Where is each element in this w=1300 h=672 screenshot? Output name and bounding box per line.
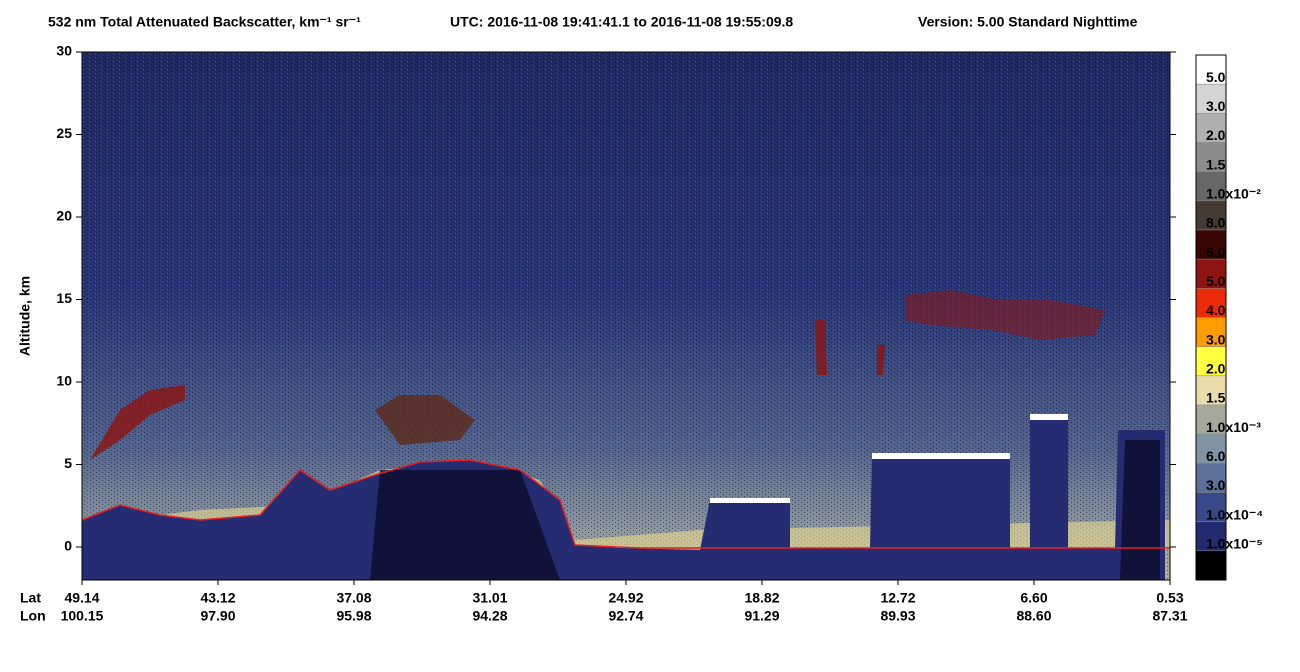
- lat-label: 6.60: [1020, 590, 1047, 606]
- axes: 0 5 10 15 20 25 30 Lat Lon 49.14 100.15 43.12 97.90 3…: [20, 43, 1188, 624]
- colorbar-label: 5.0: [1206, 273, 1226, 289]
- lon-label: 88.60: [1016, 608, 1051, 624]
- lon-label: 97.90: [200, 608, 235, 624]
- colorbar-label: 3.0: [1206, 331, 1226, 347]
- lat-label: 31.01: [472, 590, 507, 606]
- colorbar-label: 5.0: [1206, 69, 1226, 85]
- x-row-label: Lat: [20, 590, 41, 606]
- colorbar-box: [1195, 83, 1227, 114]
- colorbar-box: [1195, 404, 1227, 435]
- lon-label: 100.15: [61, 608, 104, 624]
- y-tick-label: 10: [56, 373, 72, 389]
- colorbar-label: 8.0: [1206, 215, 1226, 231]
- colorbar-label: 6.0: [1206, 448, 1226, 464]
- chart-title: 532 nm Total Attenuated Backscatter, km⁻…: [48, 14, 361, 30]
- lat-label: 0.53: [1156, 590, 1183, 606]
- colorbar-label: 3.0: [1206, 477, 1226, 493]
- curtain: [81, 52, 1170, 580]
- colorbar-label: 1.0x10⁻³: [1206, 419, 1261, 435]
- lon-label: 91.29: [744, 608, 779, 624]
- y-tick-label: 5: [64, 455, 72, 471]
- colorbar-label: 4.0: [1206, 302, 1226, 318]
- colorbar-label: 1.5: [1206, 156, 1226, 172]
- y-tick-label: 15: [56, 290, 72, 306]
- colorbar-frame: [1195, 54, 1227, 581]
- colorbar-box: [1195, 200, 1227, 231]
- lon-label: 89.93: [880, 608, 915, 624]
- colorbar-box: [1195, 258, 1227, 289]
- y-axis-label: Altitude, km: [17, 276, 33, 356]
- x-row-label: Lon: [20, 608, 46, 624]
- y-tick-label: 0: [64, 538, 72, 554]
- colorbar-label: 1.0x10⁻⁴: [1206, 506, 1263, 522]
- lat-label: 12.72: [880, 590, 915, 606]
- colorbar-label: 2.0: [1206, 127, 1226, 143]
- lon-label: 87.31: [1152, 608, 1187, 624]
- colorbar-label: 2.0: [1206, 361, 1226, 377]
- colorbar-box: [1195, 317, 1227, 347]
- lat-label: 37.08: [336, 590, 371, 606]
- colorbar-box: [1195, 142, 1227, 172]
- utc-range: UTC: 2016-11-08 19:41:41.1 to 2016-11-08…: [450, 14, 793, 30]
- colorbar-box: [1195, 113, 1227, 143]
- colorbar: 5.0 3.0 2.0 1.5 1.0x10⁻² 8.0 6.0 5.0 4.0 3.0 2.0 1.…: [1195, 54, 1263, 581]
- lon-label: 94.28: [472, 608, 507, 624]
- colorbar-label: 3.0: [1206, 98, 1226, 114]
- colorbar-box: [1195, 463, 1227, 493]
- y-tick-label: 20: [56, 208, 72, 224]
- colorbar-label: 1.0x10⁻⁵: [1206, 536, 1263, 552]
- colorbar-box: [1195, 550, 1227, 581]
- lon-label: 92.74: [608, 608, 643, 624]
- y-tick-label: 25: [56, 125, 72, 141]
- version: Version: 5.00 Standard Nighttime: [918, 14, 1138, 30]
- colorbar-label: 1.0x10⁻²: [1206, 186, 1261, 202]
- lat-label: 43.12: [200, 590, 235, 606]
- y-tick-label: 30: [56, 43, 72, 59]
- lat-label: 18.82: [744, 590, 779, 606]
- colorbar-label: 1.5: [1206, 390, 1226, 406]
- lat-label: 49.14: [64, 590, 99, 606]
- colorbar-label: 6.0: [1206, 244, 1226, 260]
- lat-label: 24.92: [608, 590, 643, 606]
- lon-label: 95.98: [336, 608, 371, 624]
